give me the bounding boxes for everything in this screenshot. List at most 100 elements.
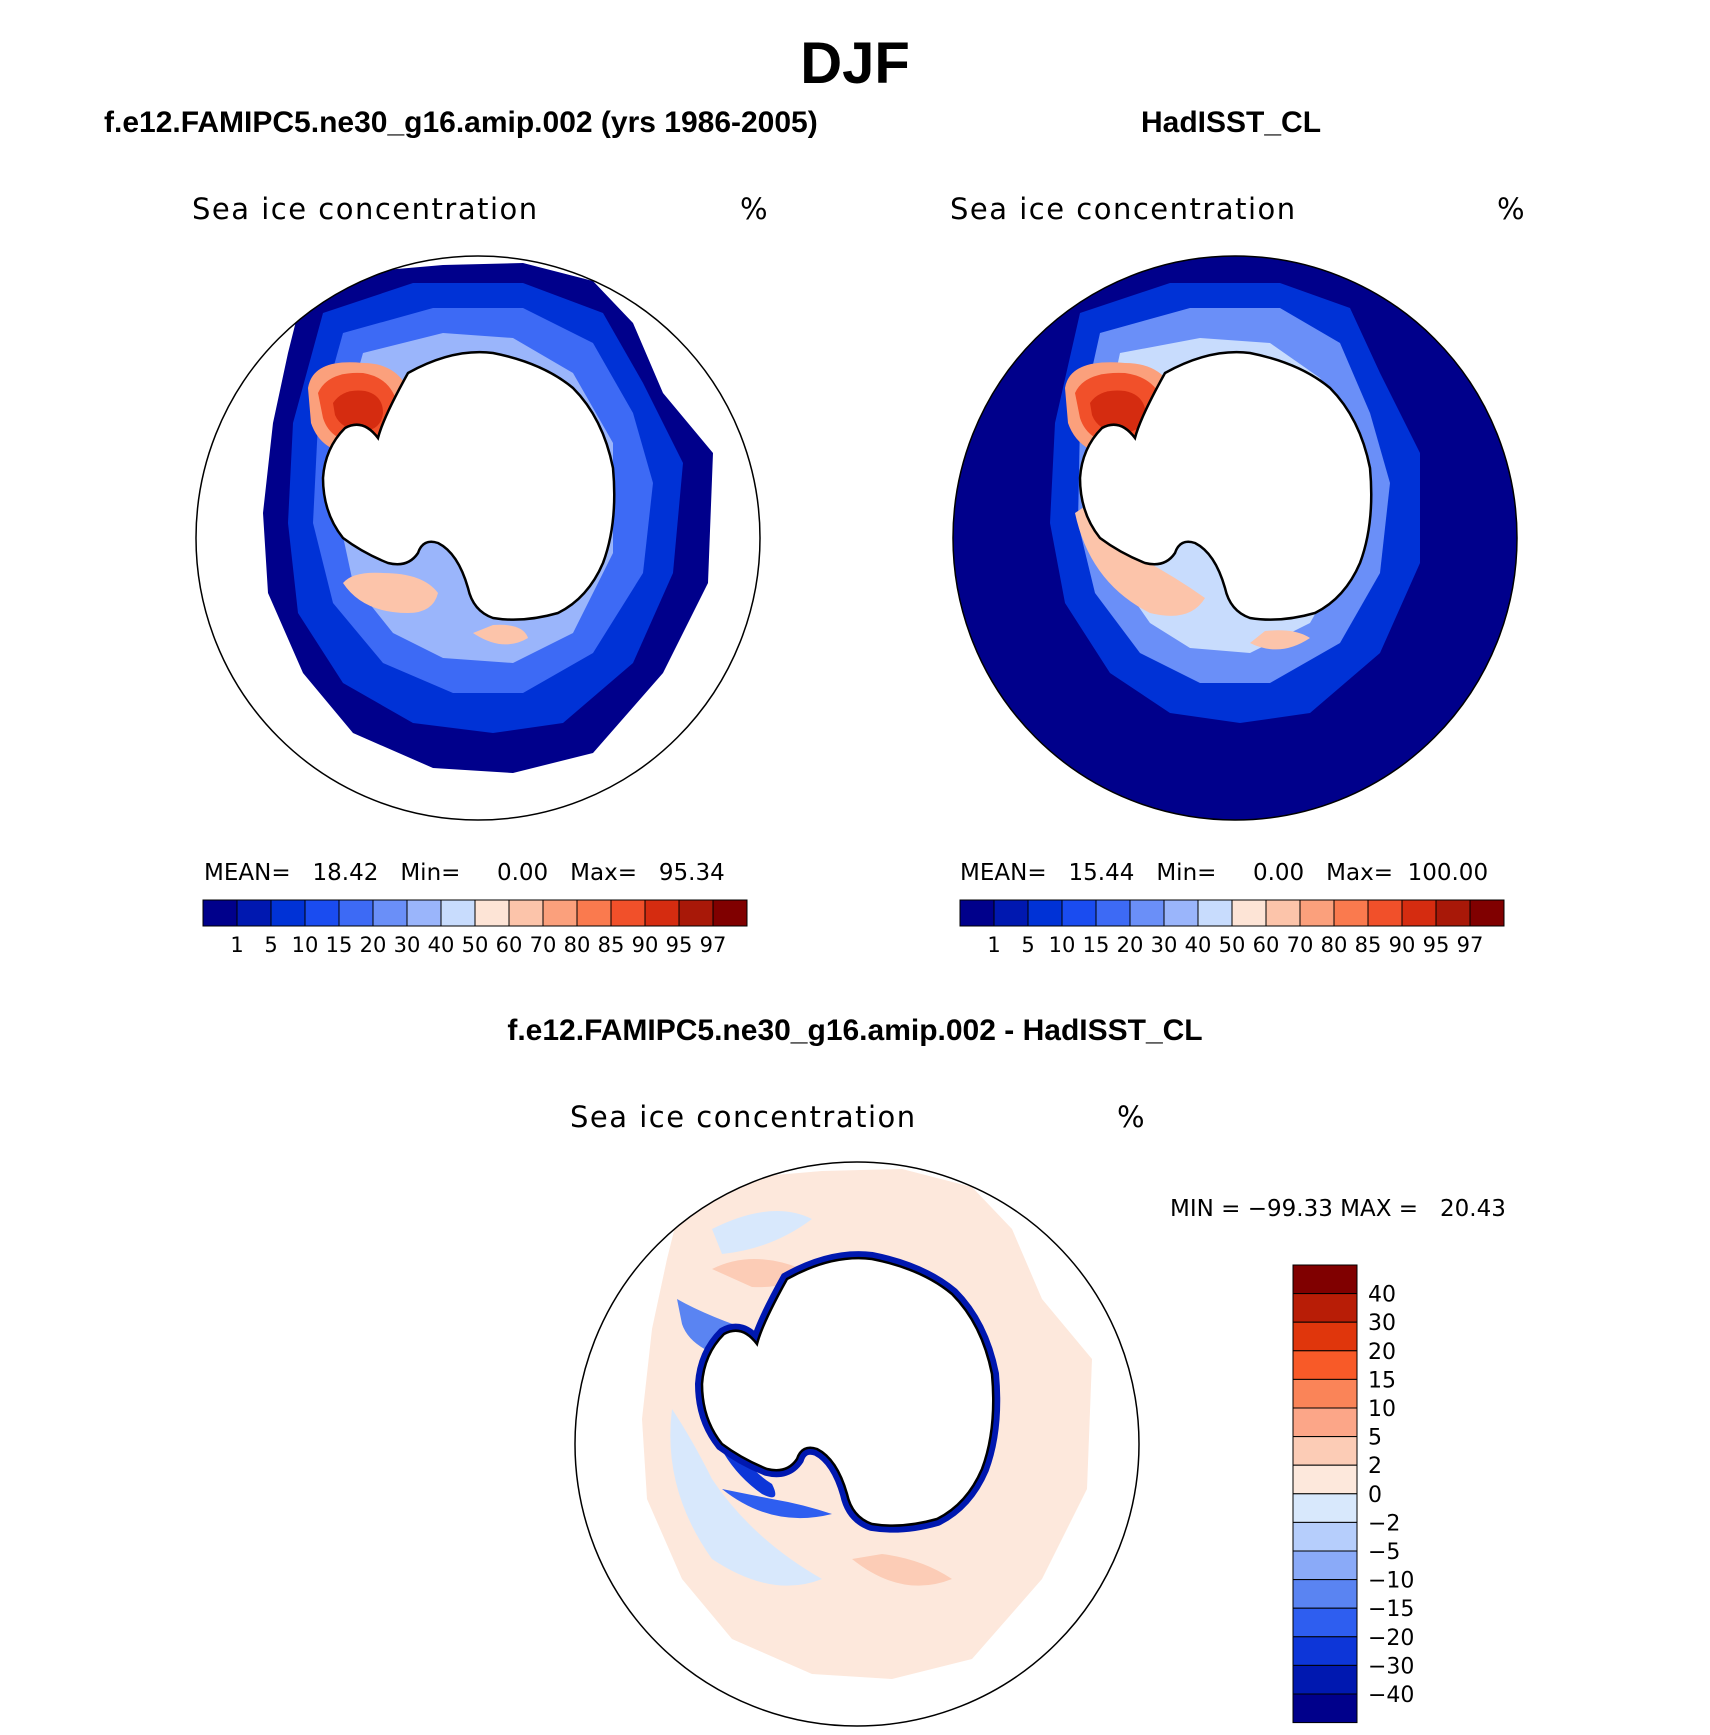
diff-antarctica-outline	[700, 1256, 995, 1527]
diff-variable-label: Sea ice concentration	[570, 1100, 917, 1134]
left-colorbar-tick-label: 10	[292, 933, 319, 957]
left-colorbar-tick-label: 40	[428, 933, 455, 957]
left-colorbar-box	[712, 899, 748, 927]
left-colorbar-tick-label: 50	[462, 933, 489, 957]
diff-colorbar-tick-label: 0	[1368, 1483, 1382, 1508]
left-colorbar-box	[406, 899, 442, 927]
right-min-label: Min=	[1156, 860, 1217, 886]
main-title: DJF	[800, 31, 910, 96]
left-colorbar-tick-label: 5	[264, 933, 277, 957]
right-colorbar-tick-label: 85	[1355, 933, 1382, 957]
left-colorbar-tick-label: 30	[394, 933, 421, 957]
left-antarctica-outline	[321, 350, 616, 621]
left-colorbar-tick-label: 97	[700, 933, 727, 957]
left-colorbar-box	[202, 899, 238, 927]
left-colorbar-box	[610, 899, 646, 927]
right-colorbar-box	[1435, 899, 1471, 927]
diff-colorbar-box	[1292, 1664, 1358, 1695]
right-colorbar-tick-label: 90	[1389, 933, 1416, 957]
right-colorbar-tick-label: 10	[1049, 933, 1076, 957]
left-colorbar-box	[304, 899, 340, 927]
diff-colorbar-box	[1292, 1521, 1358, 1552]
right-map-boundary	[952, 255, 1518, 821]
left-mean-label: MEAN=	[204, 860, 291, 886]
diff-colorbar-box	[1292, 1436, 1358, 1466]
right-colorbar-tick-label: 50	[1219, 933, 1246, 957]
right-colorbar: 1 5 10 15 20 30 40 50 60 70 80 85 90 95 97	[959, 899, 1505, 957]
diff-colorbar-box	[1292, 1350, 1358, 1380]
diff-colorbar-tick-label: −20	[1368, 1626, 1414, 1651]
left-map-boundary	[195, 255, 761, 821]
right-mean-label: MEAN=	[960, 860, 1047, 886]
right-colorbar-tick-label: 70	[1287, 933, 1314, 957]
diff-colorbar-box	[1292, 1579, 1358, 1609]
left-colorbar-box	[644, 899, 680, 927]
left-colorbar-tick-label: 70	[530, 933, 557, 957]
left-colorbar-tick-label: 20	[360, 933, 387, 957]
right-colorbar-tick-label: 97	[1457, 933, 1484, 957]
diff-colorbar-tick-label: −10	[1368, 1569, 1414, 1594]
diff-colorbar-tick-label: 5	[1368, 1426, 1382, 1451]
diff-colorbar-box	[1292, 1293, 1358, 1323]
right-colorbar-tick-label: 1	[987, 933, 1000, 957]
right-colorbar-box	[1299, 899, 1335, 927]
diff-colorbar-box	[1292, 1407, 1358, 1438]
right-variable-label: Sea ice concentration	[950, 192, 1297, 226]
right-units-label: %	[1497, 192, 1527, 226]
left-stats-line: MEAN= 18.42 Min= 0.00 Max= 95.34	[204, 860, 725, 886]
right-colorbar-box	[1027, 899, 1063, 927]
diff-colorbar-box	[1292, 1693, 1358, 1724]
left-colorbar-box	[678, 899, 714, 927]
right-colorbar-box	[1401, 899, 1437, 927]
right-colorbar-tick-label: 20	[1117, 933, 1144, 957]
right-colorbar-box	[1197, 899, 1233, 927]
diff-colorbar-box	[1292, 1378, 1358, 1409]
diff-colorbar-tick-label: −30	[1368, 1654, 1414, 1679]
diff-colorbar-tick-label: 10	[1368, 1397, 1396, 1422]
right-mean-value: 15.44	[1068, 860, 1135, 886]
left-colorbar-box	[542, 899, 578, 927]
diff-colorbar-box	[1292, 1264, 1358, 1295]
right-max-label: Max=	[1326, 860, 1393, 886]
left-colorbar-tick-label: 60	[496, 933, 523, 957]
diff-units-label: %	[1117, 1100, 1147, 1134]
left-min-value: 0.00	[496, 860, 549, 886]
left-colorbar-box	[440, 899, 476, 927]
right-colorbar-box	[1095, 899, 1131, 927]
right-colorbar-tick-label: 80	[1321, 933, 1348, 957]
right-colorbar-box	[1129, 899, 1165, 927]
left-min-label: Min=	[400, 860, 461, 886]
diff-polar-map	[574, 1161, 1140, 1727]
diff-colorbar-box	[1292, 1636, 1358, 1666]
diff-colorbar-tick-label: −15	[1368, 1597, 1414, 1622]
diff-colorbar-tick-label: 30	[1368, 1311, 1396, 1336]
left-colorbar-tick-label: 15	[326, 933, 353, 957]
right-colorbar-tick-label: 60	[1253, 933, 1280, 957]
right-colorbar-tick-label: 40	[1185, 933, 1212, 957]
diff-minmax-label: MIN = −99.33 MAX = 20.43	[1170, 1196, 1506, 1222]
left-colorbar-box	[474, 899, 510, 927]
diff-colorbar-tick-label: −40	[1368, 1683, 1414, 1708]
diff-colorbar-box	[1292, 1493, 1358, 1523]
diff-colorbar-box	[1292, 1321, 1358, 1352]
right-stats-line: MEAN= 15.44 Min= 0.00 Max= 100.00	[960, 860, 1488, 886]
right-colorbar-box	[1367, 899, 1403, 927]
right-antarctica-outline	[1078, 350, 1373, 621]
left-polar-map	[195, 255, 761, 821]
right-colorbar-tick-label: 5	[1021, 933, 1034, 957]
left-variable-label: Sea ice concentration	[192, 192, 539, 226]
diff-colorbar-box	[1292, 1607, 1358, 1638]
right-max-value: 100.00	[1407, 860, 1489, 886]
left-colorbar-tick-label: 85	[598, 933, 625, 957]
left-max-label: Max=	[570, 860, 637, 886]
left-colorbar-box	[236, 899, 272, 927]
right-colorbar-box	[1163, 899, 1199, 927]
right-colorbar-box	[959, 899, 995, 927]
diff-colorbar-tick-label: 20	[1368, 1340, 1396, 1365]
left-case-title: f.e12.FAMIPC5.ne30_g16.amip.002 (yrs 198…	[104, 106, 818, 139]
diff-colorbar-box	[1292, 1550, 1358, 1581]
left-colorbar-tick-label: 80	[564, 933, 591, 957]
left-colorbar: 1 5 10 15 20 30 40 50 60 70 80 85 90 95 97	[202, 899, 748, 957]
right-colorbar-box	[1333, 899, 1369, 927]
